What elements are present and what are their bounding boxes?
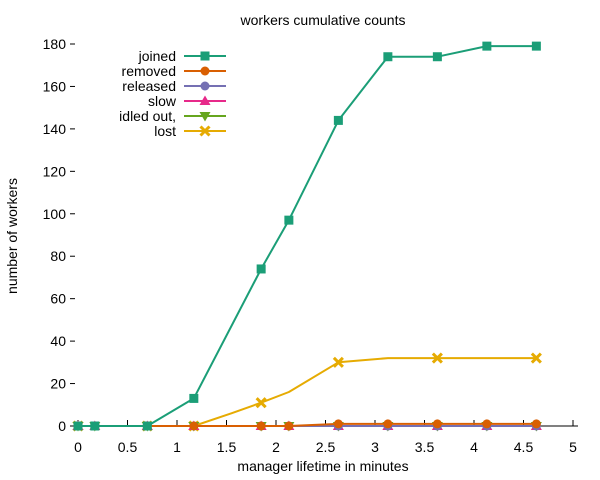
x-tick-label: 4.5 — [514, 439, 534, 455]
series-line-lost — [78, 357, 537, 427]
data-point-joined — [383, 52, 393, 62]
legend-marker-lost — [199, 125, 211, 137]
y-tick-label: 0 — [58, 418, 66, 434]
data-point-lost — [530, 352, 542, 364]
x-tick-label: 0.5 — [118, 439, 138, 455]
data-point-joined — [73, 421, 83, 431]
data-point-joined — [432, 52, 442, 62]
data-point-removed — [482, 419, 492, 429]
legend-marker-released — [200, 81, 210, 91]
x-tick-label: 3 — [371, 439, 379, 455]
chart-title: workers cumulative counts — [240, 12, 406, 28]
x-tick-label: 4 — [470, 439, 478, 455]
legend-label-removed: removed — [122, 63, 176, 79]
data-point-lost — [255, 397, 267, 409]
data-point-removed — [256, 421, 266, 431]
x-ticks: 0 0.5 1 1.5 2 2.5 3 3.5 4 4.5 5 — [74, 420, 577, 455]
legend-label-lost: lost — [154, 123, 176, 139]
series-layer — [72, 41, 542, 432]
x-tick-label: 1 — [173, 439, 181, 455]
y-tick-label: 180 — [43, 36, 67, 52]
y-tick-label: 160 — [43, 78, 67, 94]
legend-label-slow: slow — [148, 93, 177, 109]
data-point-joined — [90, 421, 100, 431]
data-point-removed — [383, 419, 393, 429]
legend-marker-removed — [200, 66, 210, 76]
data-point-joined — [189, 393, 199, 403]
data-point-removed — [432, 419, 442, 429]
data-point-removed — [531, 419, 541, 429]
series-joined — [73, 41, 541, 431]
y-tick-label: 120 — [43, 163, 67, 179]
data-point-joined — [482, 41, 492, 51]
legend-label-idled-out: idled out, — [119, 108, 176, 124]
x-tick-label: 0 — [74, 439, 82, 455]
y-tick-label: 80 — [50, 248, 66, 264]
data-point-removed — [333, 419, 343, 429]
legend-marker-idled-out — [199, 112, 211, 122]
series-lost — [72, 352, 542, 432]
legend-marker-joined — [200, 51, 210, 61]
data-point-joined — [531, 41, 541, 51]
y-tick-label: 60 — [50, 291, 66, 307]
y-axis-label: number of workers — [4, 178, 20, 294]
data-point-lost — [332, 356, 344, 368]
legend-marker-slow — [199, 95, 211, 105]
x-tick-label: 2.5 — [316, 439, 336, 455]
y-tick-label: 100 — [43, 206, 67, 222]
legend-label-released: released — [122, 78, 176, 94]
x-tick-label: 1.5 — [217, 439, 237, 455]
data-point-joined — [333, 115, 343, 125]
data-point-joined — [142, 421, 152, 431]
y-ticks: 0 20 40 60 80 100 120 140 160 180 — [43, 36, 75, 434]
y-tick-label: 40 — [50, 333, 66, 349]
series-line-joined — [78, 45, 537, 427]
data-point-removed — [284, 421, 294, 431]
x-axis-label: manager lifetime in minutes — [237, 458, 408, 474]
legend-label-joined: joined — [138, 48, 176, 64]
data-point-removed — [189, 421, 199, 431]
x-tick-label: 2 — [272, 439, 280, 455]
data-point-joined — [284, 215, 294, 225]
y-tick-label: 20 — [50, 376, 66, 392]
data-point-lost — [431, 352, 443, 364]
y-tick-label: 140 — [43, 121, 67, 137]
x-tick-label: 5 — [569, 439, 577, 455]
x-tick-label: 3.5 — [415, 439, 435, 455]
data-point-joined — [256, 264, 266, 274]
